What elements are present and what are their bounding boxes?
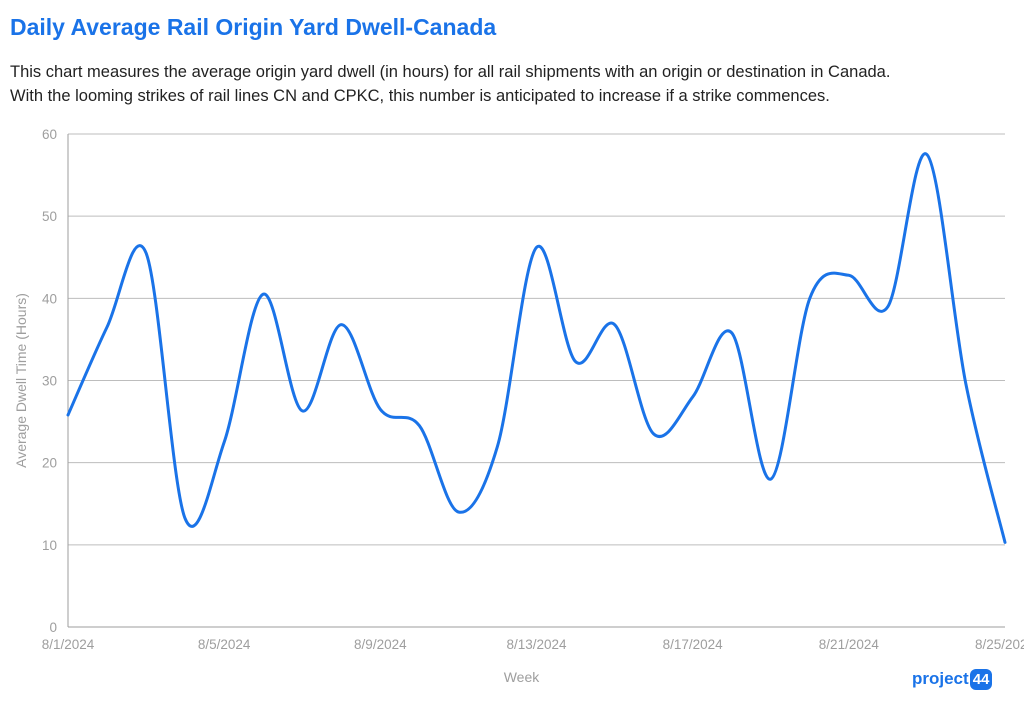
data-point (495, 444, 499, 448)
logo-text: project (912, 669, 969, 688)
project44-logo: project 44 (912, 666, 993, 692)
data-point (847, 273, 851, 277)
data-point (222, 440, 226, 444)
y-tick-label: 40 (42, 291, 57, 306)
data-point (1003, 540, 1007, 544)
data-point (808, 296, 812, 300)
data-point (417, 424, 421, 428)
y-tick-label: 10 (42, 538, 57, 553)
data-point (730, 331, 734, 335)
subtitle-line-1: This chart measures the average origin y… (10, 63, 891, 81)
data-point (691, 395, 695, 399)
y-tick-label: 30 (42, 374, 57, 389)
y-tick-label: 60 (42, 127, 57, 142)
data-point (769, 477, 773, 481)
data-point (964, 383, 968, 387)
logo-badge: 44 (969, 668, 993, 690)
data-point (261, 292, 265, 296)
data-point (613, 323, 617, 327)
data-point (574, 360, 578, 364)
x-tick-label: 8/21/2024 (819, 637, 880, 652)
x-tick-label: 8/1/2024 (42, 637, 95, 652)
series-line (66, 152, 1007, 544)
data-point (652, 432, 656, 436)
chart-title: Daily Average Rail Origin Yard Dwell-Can… (10, 14, 497, 40)
y-tick-label: 0 (49, 620, 57, 635)
data-point (925, 153, 929, 157)
subtitle-line-2: With the looming strikes of rail lines C… (10, 87, 830, 105)
x-axis-title: Week (504, 669, 541, 685)
x-tick-label: 8/9/2024 (354, 637, 407, 652)
data-point (339, 323, 343, 327)
y-tick-label: 50 (42, 209, 57, 224)
data-point (886, 305, 890, 309)
data-point (66, 413, 70, 417)
x-tick-label: 8/25/2024 (975, 637, 1024, 652)
data-point (144, 251, 148, 255)
x-tick-label: 8/5/2024 (198, 637, 251, 652)
y-axis-title: Average Dwell Time (Hours) (13, 293, 29, 468)
data-point (456, 510, 460, 514)
x-tick-label: 8/13/2024 (506, 637, 567, 652)
data-point (300, 409, 304, 413)
y-tick-label: 20 (42, 456, 57, 471)
data-point (183, 517, 187, 521)
data-point (105, 325, 109, 329)
x-tick-label: 8/17/2024 (663, 637, 724, 652)
chart-subtitle: This chart measures the average origin y… (10, 60, 1010, 108)
data-point (535, 245, 539, 249)
data-point (378, 407, 382, 411)
